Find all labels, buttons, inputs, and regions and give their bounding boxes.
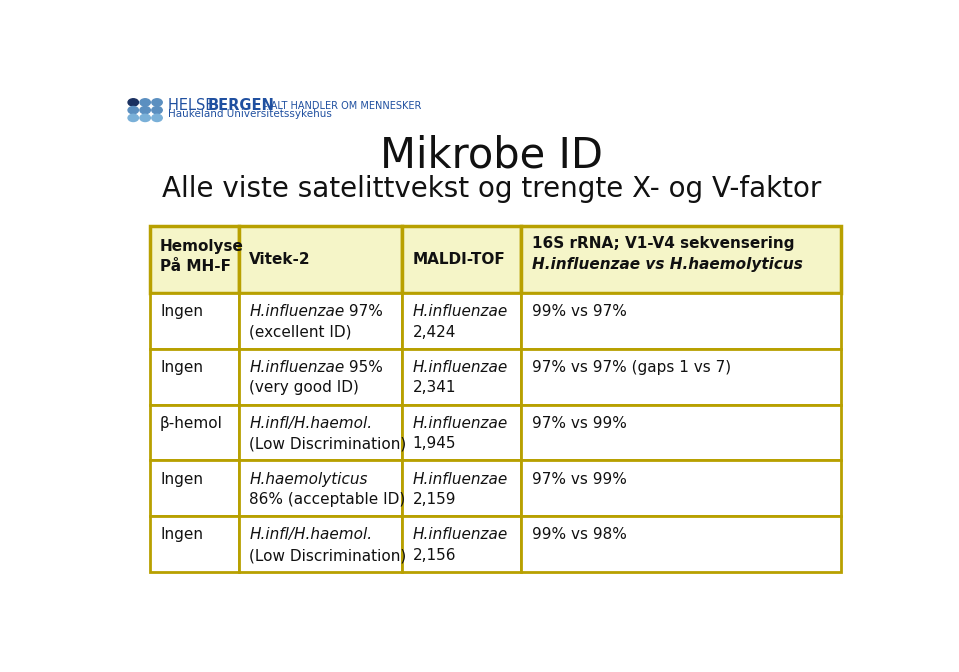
Bar <box>522 460 841 516</box>
Text: H.infl/H.haemol.: H.infl/H.haemol. <box>249 528 372 542</box>
Text: H.influenzae: H.influenzae <box>412 472 508 487</box>
Text: H.influenzae: H.influenzae <box>249 304 344 319</box>
Text: H.influenzae: H.influenzae <box>412 416 508 431</box>
Circle shape <box>152 99 162 106</box>
Text: 95%: 95% <box>344 360 384 375</box>
Bar <box>150 405 239 460</box>
Circle shape <box>140 114 151 122</box>
Text: 99% vs 97%: 99% vs 97% <box>531 304 626 319</box>
Bar <box>522 226 841 293</box>
Bar <box>150 226 239 293</box>
Bar <box>150 293 239 349</box>
Text: Alle viste satelittvekst og trengte X- og V-faktor: Alle viste satelittvekst og trengte X- o… <box>162 175 821 204</box>
Text: H.influenzae: H.influenzae <box>412 528 508 542</box>
Text: H.infl/H.haemol.: H.infl/H.haemol. <box>249 416 372 431</box>
Text: Ingen: Ingen <box>160 360 203 375</box>
Bar <box>239 460 403 516</box>
Text: H.influenzae: H.influenzae <box>412 360 508 375</box>
Text: 2,424: 2,424 <box>412 325 456 339</box>
Text: Hemolyse: Hemolyse <box>160 239 244 254</box>
Circle shape <box>129 114 138 122</box>
Text: BERGEN: BERGEN <box>207 99 274 114</box>
Bar <box>522 349 841 405</box>
Text: (Low Discrimination): (Low Discrimination) <box>249 548 407 563</box>
Text: Ingen: Ingen <box>160 304 203 319</box>
Text: 2,156: 2,156 <box>412 548 456 563</box>
Text: 1,945: 1,945 <box>412 436 456 452</box>
Bar <box>150 460 239 516</box>
Text: β-hemol: β-hemol <box>160 416 222 431</box>
Circle shape <box>152 114 162 122</box>
Bar <box>522 516 841 573</box>
Text: Ingen: Ingen <box>160 528 203 542</box>
Text: HELSE: HELSE <box>168 99 220 114</box>
Circle shape <box>152 107 162 114</box>
Text: 2,341: 2,341 <box>412 380 456 396</box>
Bar <box>403 516 522 573</box>
Text: Haukeland Universitetssykehus: Haukeland Universitetssykehus <box>168 110 332 119</box>
Bar <box>239 349 403 405</box>
Bar <box>239 293 403 349</box>
Text: Vitek-2: Vitek-2 <box>249 251 311 267</box>
Bar <box>239 516 403 573</box>
Text: H.influenzae vs H.haemolyticus: H.influenzae vs H.haemolyticus <box>531 257 803 272</box>
Circle shape <box>129 99 138 106</box>
Circle shape <box>140 107 151 114</box>
Text: MALDI-TOF: MALDI-TOF <box>412 251 505 267</box>
Text: (Low Discrimination): (Low Discrimination) <box>249 436 407 452</box>
Text: - ALT HANDLER OM MENNESKER: - ALT HANDLER OM MENNESKER <box>261 101 421 111</box>
Text: H.influenzae: H.influenzae <box>249 360 344 375</box>
Bar <box>522 405 841 460</box>
Bar <box>150 516 239 573</box>
Text: H.influenzae: H.influenzae <box>412 304 508 319</box>
Text: 97% vs 99%: 97% vs 99% <box>531 472 626 487</box>
Text: 16S rRNA; V1-V4 sekvensering: 16S rRNA; V1-V4 sekvensering <box>531 236 794 251</box>
Bar <box>239 226 403 293</box>
Text: 97%: 97% <box>344 304 384 319</box>
Circle shape <box>129 107 138 114</box>
Text: (excellent ID): (excellent ID) <box>249 325 352 339</box>
Text: (very good ID): (very good ID) <box>249 380 359 396</box>
Text: 99% vs 98%: 99% vs 98% <box>531 528 626 542</box>
Text: H.haemolyticus: H.haemolyticus <box>249 472 367 487</box>
Bar <box>403 293 522 349</box>
Circle shape <box>140 99 151 106</box>
Text: Mikrobe ID: Mikrobe ID <box>380 134 603 177</box>
Bar <box>403 349 522 405</box>
Bar <box>403 460 522 516</box>
Text: 97% vs 99%: 97% vs 99% <box>531 416 626 431</box>
Text: 2,159: 2,159 <box>412 493 456 507</box>
Text: 86% (acceptable ID): 86% (acceptable ID) <box>249 493 406 507</box>
Text: Ingen: Ingen <box>160 472 203 487</box>
Bar <box>150 349 239 405</box>
Text: På MH-F: På MH-F <box>160 259 231 274</box>
Bar <box>239 405 403 460</box>
Text: 97% vs 97% (gaps 1 vs 7): 97% vs 97% (gaps 1 vs 7) <box>531 360 731 375</box>
Bar <box>522 293 841 349</box>
Bar <box>403 226 522 293</box>
Bar <box>403 405 522 460</box>
